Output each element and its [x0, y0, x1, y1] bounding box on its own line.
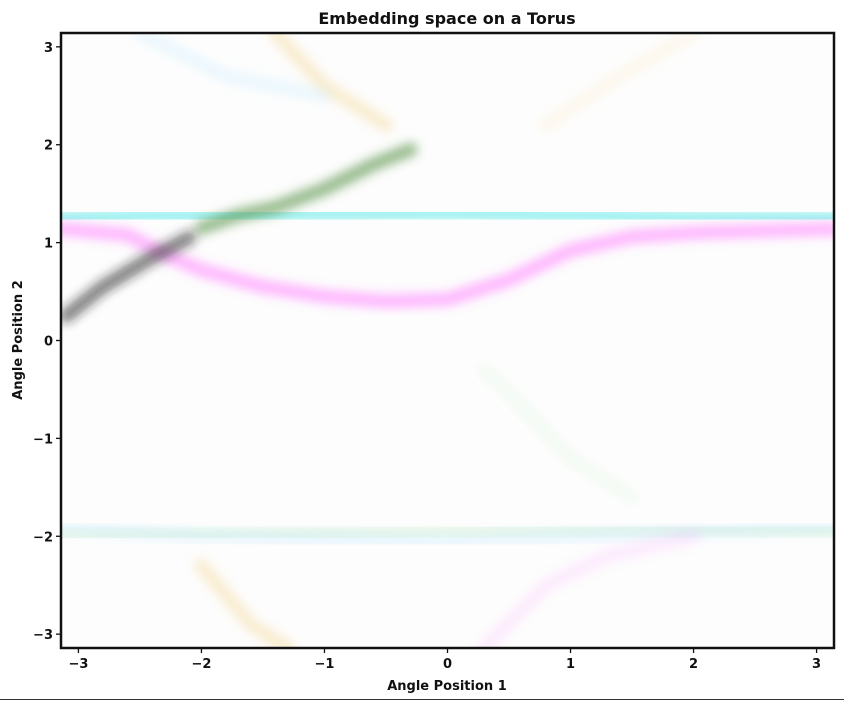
y-axis-label: Angle Position 2 — [11, 280, 26, 400]
heatmap-band-5 — [194, 558, 295, 648]
x-axis-ticks: −3 −2 −1 0 1 2 3 — [68, 648, 821, 672]
bottom-divider — [0, 699, 844, 700]
heatmap-band-8 — [477, 529, 701, 648]
heatmap-band-9 — [132, 33, 332, 103]
x-tick-label: −3 — [68, 657, 88, 672]
x-tick-label: −2 — [191, 657, 211, 672]
y-tick-label: 0 — [44, 335, 53, 350]
y-tick-label: −1 — [33, 432, 53, 447]
x-axis-label: Angle Position 1 — [387, 679, 507, 694]
heatmap-band-10 — [477, 362, 639, 505]
heatmap-band-1 — [61, 206, 834, 226]
heatmap-band-4 — [268, 33, 393, 133]
y-tick-label: 2 — [44, 139, 53, 154]
x-tick-label: 0 — [443, 657, 452, 672]
heatmap-band-2 — [194, 142, 418, 235]
y-tick-label: 1 — [44, 237, 53, 252]
x-tick-label: 1 — [566, 657, 575, 672]
heatmap-band-3 — [61, 230, 197, 323]
x-tick-label: 2 — [689, 657, 698, 672]
heatmap-band-0 — [61, 221, 834, 309]
plot-background — [61, 33, 834, 648]
y-tick-label: −2 — [33, 530, 53, 545]
heatmap-band-7 — [61, 519, 834, 549]
x-tick-label: 3 — [812, 657, 821, 672]
heatmap-band-11 — [538, 33, 701, 133]
y-tick-label: −3 — [33, 628, 53, 643]
heatmap-bands — [61, 33, 834, 648]
chart-title: Embedding space on a Torus — [318, 9, 575, 28]
x-tick-label: −1 — [314, 657, 334, 672]
y-tick-label: 3 — [44, 41, 53, 56]
y-axis-ticks: −3 −2 −1 0 1 2 3 — [33, 41, 61, 643]
